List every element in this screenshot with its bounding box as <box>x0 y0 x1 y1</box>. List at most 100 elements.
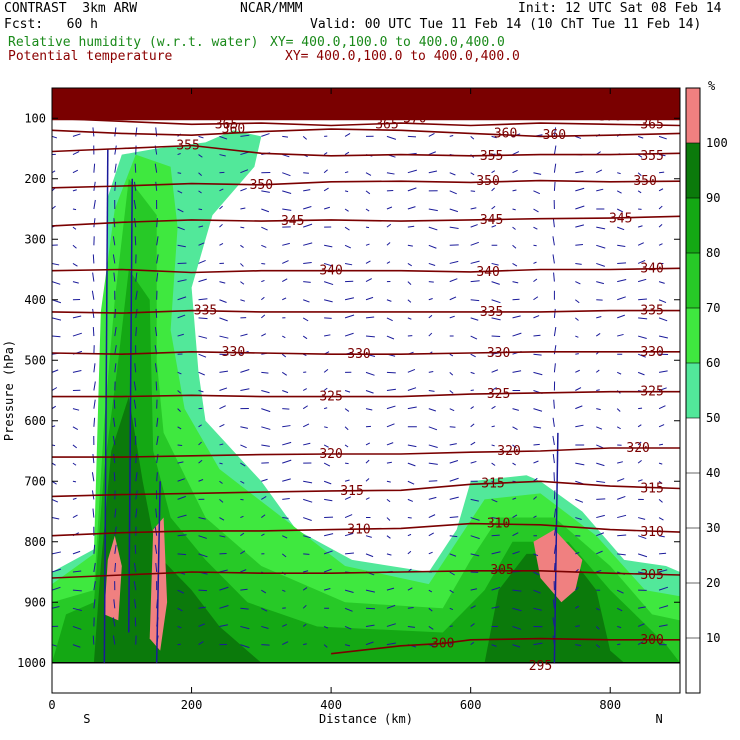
wind-vector <box>407 206 416 210</box>
wind-vector <box>240 244 244 248</box>
rh-region-90 <box>484 553 625 663</box>
wind-vector <box>512 514 518 518</box>
wind-vector <box>428 514 436 519</box>
wind-vector <box>324 498 333 502</box>
theta-contour-310 <box>52 522 680 537</box>
wind-vector <box>344 479 350 482</box>
wind-vector <box>240 299 246 302</box>
wind-vector <box>344 408 350 412</box>
wind-vector <box>282 408 290 410</box>
wind-vector <box>553 127 557 137</box>
wind-vector <box>219 499 224 503</box>
wind-vector <box>470 224 478 228</box>
x-tick-label: 200 <box>181 698 203 712</box>
theta-label: 345 <box>480 213 503 228</box>
wind-vector <box>679 535 680 536</box>
wind-vector <box>282 459 292 464</box>
wind-vector <box>386 642 396 646</box>
wind-vector <box>92 272 95 282</box>
wind-vector <box>575 243 584 246</box>
wind-vector <box>658 480 663 485</box>
theta-label: 330 <box>487 346 510 361</box>
wind-vector <box>72 208 77 211</box>
wind-vector <box>72 570 82 573</box>
theta-contour-315 <box>52 480 680 498</box>
theta-label: 345 <box>281 214 304 229</box>
theta-label: 345 <box>609 212 632 227</box>
wind-vector <box>72 444 77 449</box>
wind-vector <box>553 181 556 191</box>
wind-vector <box>240 169 249 174</box>
wind-vector <box>637 371 645 376</box>
wind-vector <box>133 199 137 210</box>
wind-vector <box>638 517 646 520</box>
wind-vector <box>596 550 603 555</box>
wind-vector <box>449 535 458 538</box>
wind-vector <box>303 172 309 174</box>
wind-vector <box>344 190 349 193</box>
wind-vector <box>449 226 459 229</box>
wind-vector <box>177 226 185 231</box>
wind-vector <box>512 263 518 267</box>
wind-vector <box>365 478 370 482</box>
wind-vector <box>344 444 349 448</box>
wind-vector <box>659 552 667 555</box>
theta-field-name: Potential temperature <box>8 49 173 64</box>
wind-vector <box>282 297 287 301</box>
wind-vector <box>428 226 438 231</box>
wind-vector <box>198 259 206 264</box>
wind-vector <box>575 551 580 555</box>
wind-vector <box>512 226 516 230</box>
wind-vector <box>198 135 204 139</box>
wind-vector <box>679 317 680 318</box>
wind-vector <box>596 569 602 573</box>
wind-vector <box>93 399 96 409</box>
wind-vector <box>344 625 352 630</box>
wind-vector <box>365 497 370 500</box>
wind-vector <box>324 426 328 429</box>
colorbar-label: 20 <box>706 576 720 590</box>
wind-vector <box>575 605 580 609</box>
wind-vector <box>533 408 543 412</box>
wind-vector <box>553 326 557 337</box>
wind-vector <box>282 260 289 264</box>
wind-vector <box>344 514 353 519</box>
wind-vector <box>491 425 495 428</box>
wind-vector <box>114 145 117 155</box>
wind-vector <box>323 550 333 555</box>
wind-vector <box>512 551 520 555</box>
wind-vector <box>428 208 438 212</box>
wind-vector <box>470 406 474 410</box>
wind-vector <box>114 127 117 137</box>
wind-vector <box>261 296 265 301</box>
wind-vector <box>533 607 542 611</box>
wind-vector <box>386 299 392 302</box>
updraft-vector <box>128 178 133 633</box>
wind-vector <box>575 224 585 228</box>
colorbar-label: 70 <box>706 301 720 315</box>
wind-vector <box>344 589 354 593</box>
wind-vector <box>156 236 159 246</box>
wind-vector <box>72 462 77 466</box>
wind-vector <box>658 188 664 192</box>
wind-vector <box>512 208 516 211</box>
colorbar-frame <box>685 87 701 694</box>
wind-vector <box>219 154 226 157</box>
wind-vector <box>303 281 311 283</box>
wind-vector <box>617 534 627 537</box>
wind-vector <box>261 190 270 193</box>
wind-vector <box>91 290 95 300</box>
wind-vector <box>596 444 604 449</box>
wind-vector <box>638 298 647 301</box>
wind-vector <box>533 460 539 464</box>
wind-vector <box>533 589 541 594</box>
wind-vector <box>552 599 555 609</box>
wind-vector <box>282 641 289 646</box>
wind-vector <box>198 589 208 592</box>
wind-vector <box>324 299 333 303</box>
theta-contour-305 <box>52 570 680 579</box>
wind-vector <box>617 296 626 301</box>
wind-vector <box>428 426 438 431</box>
wind-vector <box>177 461 184 464</box>
wind-vector <box>638 407 643 410</box>
